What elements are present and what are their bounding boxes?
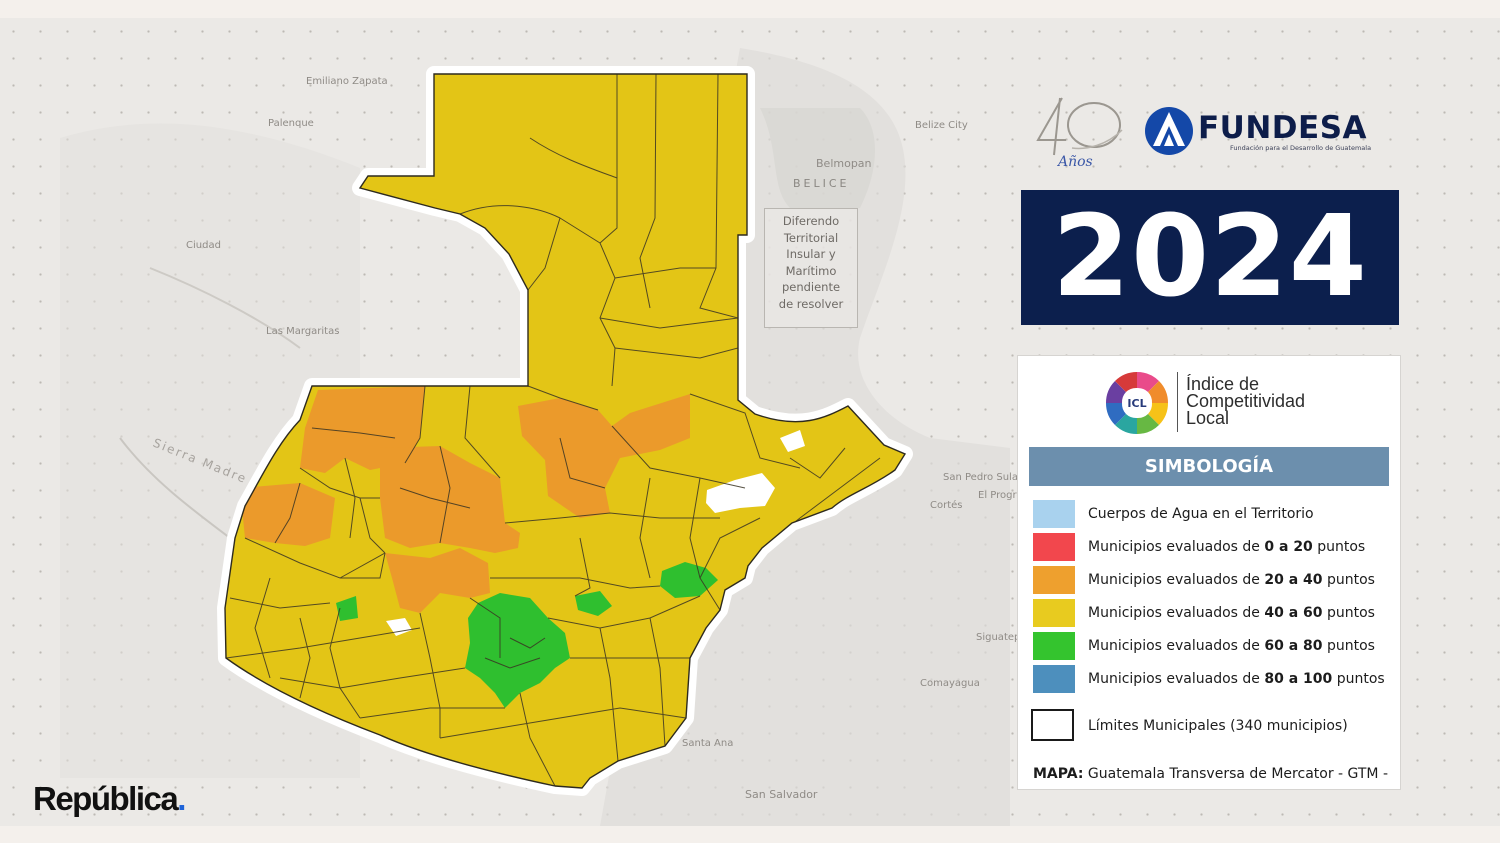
- legend-label: Municipios evaluados de 80 a 100 puntos: [1088, 671, 1385, 687]
- icl-title-line: Índice de: [1186, 374, 1260, 394]
- fundesa-emblem-icon: [1145, 107, 1193, 155]
- place-label: San Salvador: [745, 788, 818, 801]
- fundesa-wordmark: FUNDESA: [1198, 110, 1368, 146]
- dispute-line: Diferendo: [782, 214, 840, 228]
- territorial-dispute-note: Diferendo Territorial Insular y Marítimo…: [764, 208, 858, 328]
- legend-swatch: [1033, 599, 1075, 627]
- simbologia-header: SIMBOLOGÍA: [1029, 447, 1389, 486]
- legend-swatch: [1033, 566, 1075, 594]
- legend-label: Municipios evaluados de 20 a 40 puntos: [1088, 572, 1375, 588]
- icl-title: Índice de Competitividad Local: [1186, 374, 1306, 428]
- icl-badge-text: ICL: [1127, 397, 1146, 410]
- anniversary-word: Años: [1056, 154, 1093, 170]
- legend-swatch: [1033, 500, 1075, 528]
- map-legend: ICL Índice de Competitividad Local SIMBO…: [1017, 355, 1401, 790]
- icl-wheel-icon: ICL: [1105, 371, 1169, 435]
- dispute-line: Marítimo: [785, 263, 837, 278]
- guatemala-municipal-map: [0, 18, 1500, 826]
- anniversary-40-logo: Años: [1036, 97, 1123, 170]
- place-label: Comayagua: [920, 678, 980, 689]
- place-label: Palenque: [268, 118, 314, 129]
- dispute-line: Territorial: [783, 230, 839, 245]
- dispute-line: Insular y: [786, 247, 836, 261]
- place-label: BELICE: [793, 177, 850, 190]
- place-label: Cortés: [930, 500, 963, 511]
- fundesa-logo: FUNDESA Fundación para el Desarrollo de …: [1142, 104, 1397, 160]
- place-label: Emiliano Zapata: [306, 76, 388, 87]
- fundesa-tagline: Fundación para el Desarrollo de Guatemal…: [1230, 144, 1372, 152]
- place-label: Las Margaritas: [266, 326, 340, 337]
- legend-swatch: [1033, 665, 1075, 693]
- place-label: San Pedro Sula: [943, 472, 1018, 483]
- year-banner: 2024: [1021, 190, 1399, 325]
- icl-divider: [1177, 372, 1178, 432]
- place-label: Ciudad: [186, 240, 221, 251]
- place-label: Santa Ana: [682, 738, 734, 749]
- place-label: Siguatepeque: [976, 632, 1046, 643]
- legend-swatch: [1033, 533, 1075, 561]
- icl-title-line: Local: [1186, 408, 1230, 428]
- place-label: El Progreso: [978, 490, 1034, 501]
- republica-dot: .: [177, 780, 186, 817]
- legend-swatch: [1033, 632, 1075, 660]
- legend-label: Municipios evaluados de 40 a 60 puntos: [1088, 605, 1375, 621]
- municipal-limits-swatch: [1031, 709, 1074, 741]
- municipal-limits-label: Límites Municipales (340 municipios): [1088, 718, 1348, 734]
- map-projection-note: MAPA: Guatemala Transversa de Mercator -…: [1033, 766, 1389, 782]
- dispute-line: pendiente: [781, 280, 841, 294]
- legend-label: Municipios evaluados de 60 a 80 puntos: [1088, 638, 1375, 654]
- legend-label: Municipios evaluados de 0 a 20 puntos: [1088, 539, 1366, 555]
- place-label: Belize City: [915, 120, 968, 131]
- place-label: Belmopan: [816, 157, 872, 170]
- legend-label: Cuerpos de Agua en el Territorio: [1088, 506, 1314, 522]
- icl-title-line: Competitividad: [1186, 391, 1306, 411]
- dispute-line: de resolver: [778, 296, 844, 311]
- map-frame: Emiliano Zapata Palenque Belize City Bel…: [0, 18, 1500, 826]
- republica-logo: República.: [33, 780, 186, 817]
